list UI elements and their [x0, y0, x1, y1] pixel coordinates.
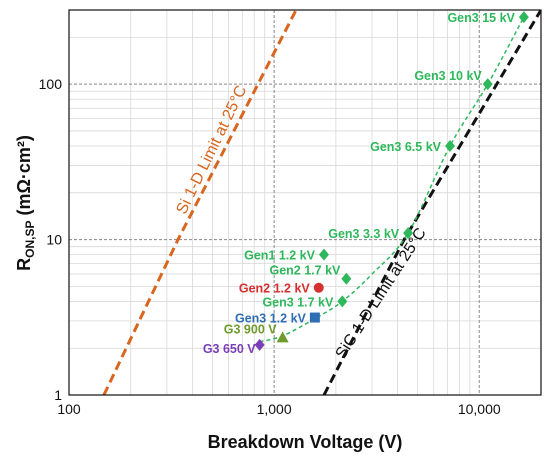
x-tick-label: 1,000 [257, 401, 292, 417]
data-label: Gen3 1.2 kV [235, 312, 307, 326]
sic-limit-line [322, 10, 541, 395]
x-tick-label: 10,000 [458, 401, 501, 417]
data-label: Gen3 10 kV [414, 69, 482, 83]
plot-area [69, 10, 541, 395]
data-point-diamond [403, 227, 414, 240]
data-point-triangle [276, 331, 289, 343]
fit-curve [259, 16, 525, 343]
annotations: Gen3 15 kV Gen3 10 kV Gen3 6.5 kV Gen3 3.3 … [203, 11, 516, 356]
series-layer [102, 10, 541, 395]
data-label: Gen2 1.2 kV [239, 282, 311, 296]
data-point-diamond [482, 78, 493, 91]
data-point-diamond [337, 295, 348, 308]
x-axis-title: Breakdown Voltage (V) [208, 432, 403, 452]
y-axis-title: RON,SP (mΩ·cm²) [14, 135, 37, 271]
x-tick-label: 100 [57, 401, 81, 417]
x-tick-labels: 100 1,000 10,000 [57, 401, 501, 417]
data-point-square [309, 312, 320, 323]
data-label: Gen3 3.3 kV [328, 227, 400, 241]
data-point-circle [313, 282, 324, 293]
data-label: G3 900 V [224, 322, 277, 336]
minor-grid [69, 10, 541, 395]
data-point-diamond [518, 11, 529, 24]
data-point-diamond [444, 140, 455, 153]
data-label: Gen3 6.5 kV [370, 140, 442, 154]
data-label: Gen3 15 kV [447, 11, 515, 25]
si-limit-line [102, 10, 298, 395]
plot-frame [68, 9, 542, 396]
data-label: Gen3 1.7 kV [262, 295, 334, 309]
y-tick-label: 1 [54, 387, 62, 403]
y-tick-label: 10 [46, 232, 62, 248]
data-label: Gen2 1.7 kV [269, 264, 341, 278]
y-tick-labels: 1 10 100 [39, 76, 63, 403]
data-label: Gen1 1.2 kV [244, 249, 316, 263]
data-label: G3 650 V [203, 342, 256, 356]
y-tick-label: 100 [39, 76, 63, 92]
data-point-diamond [254, 338, 265, 351]
data-point-diamond [341, 272, 352, 285]
data-point-diamond [318, 248, 329, 261]
